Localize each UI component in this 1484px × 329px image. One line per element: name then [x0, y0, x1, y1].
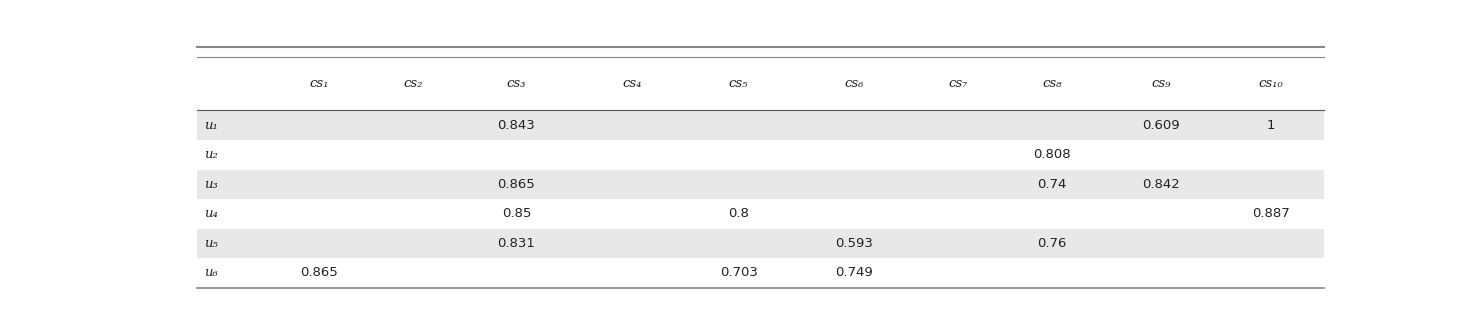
- Text: 1: 1: [1267, 119, 1275, 132]
- Text: 0.593: 0.593: [835, 237, 874, 250]
- Text: cs₃: cs₃: [506, 77, 527, 90]
- Text: cs₇: cs₇: [948, 77, 968, 90]
- Text: 0.703: 0.703: [720, 266, 757, 279]
- Text: u₅: u₅: [203, 237, 218, 250]
- Text: cs₈: cs₈: [1042, 77, 1061, 90]
- Text: u₂: u₂: [203, 148, 218, 161]
- Bar: [197, 229, 1324, 258]
- Bar: [197, 169, 1324, 199]
- Text: 0.842: 0.842: [1143, 178, 1180, 191]
- Text: 0.74: 0.74: [1037, 178, 1067, 191]
- Text: 0.85: 0.85: [502, 207, 531, 220]
- Bar: [197, 111, 1324, 140]
- Text: 0.865: 0.865: [300, 266, 338, 279]
- Bar: [197, 258, 1324, 288]
- Text: 0.865: 0.865: [497, 178, 536, 191]
- Text: 0.8: 0.8: [729, 207, 749, 220]
- Text: u₆: u₆: [203, 266, 218, 279]
- Text: 0.831: 0.831: [497, 237, 536, 250]
- Text: 0.749: 0.749: [835, 266, 874, 279]
- Text: cs₄: cs₄: [622, 77, 643, 90]
- Text: cs₁₀: cs₁₀: [1258, 77, 1284, 90]
- Text: 0.808: 0.808: [1033, 148, 1070, 161]
- Text: u₁: u₁: [203, 119, 218, 132]
- Text: 0.76: 0.76: [1037, 237, 1067, 250]
- Bar: [197, 199, 1324, 229]
- Text: u₃: u₃: [203, 178, 218, 191]
- Text: 0.887: 0.887: [1252, 207, 1290, 220]
- Text: cs₂: cs₂: [404, 77, 423, 90]
- Text: cs₉: cs₉: [1152, 77, 1171, 90]
- Text: 0.843: 0.843: [497, 119, 536, 132]
- Text: 0.609: 0.609: [1143, 119, 1180, 132]
- Bar: [197, 140, 1324, 169]
- Text: cs₆: cs₆: [844, 77, 864, 90]
- Text: u₄: u₄: [203, 207, 218, 220]
- Text: cs₅: cs₅: [729, 77, 748, 90]
- Text: cs₁: cs₁: [309, 77, 329, 90]
